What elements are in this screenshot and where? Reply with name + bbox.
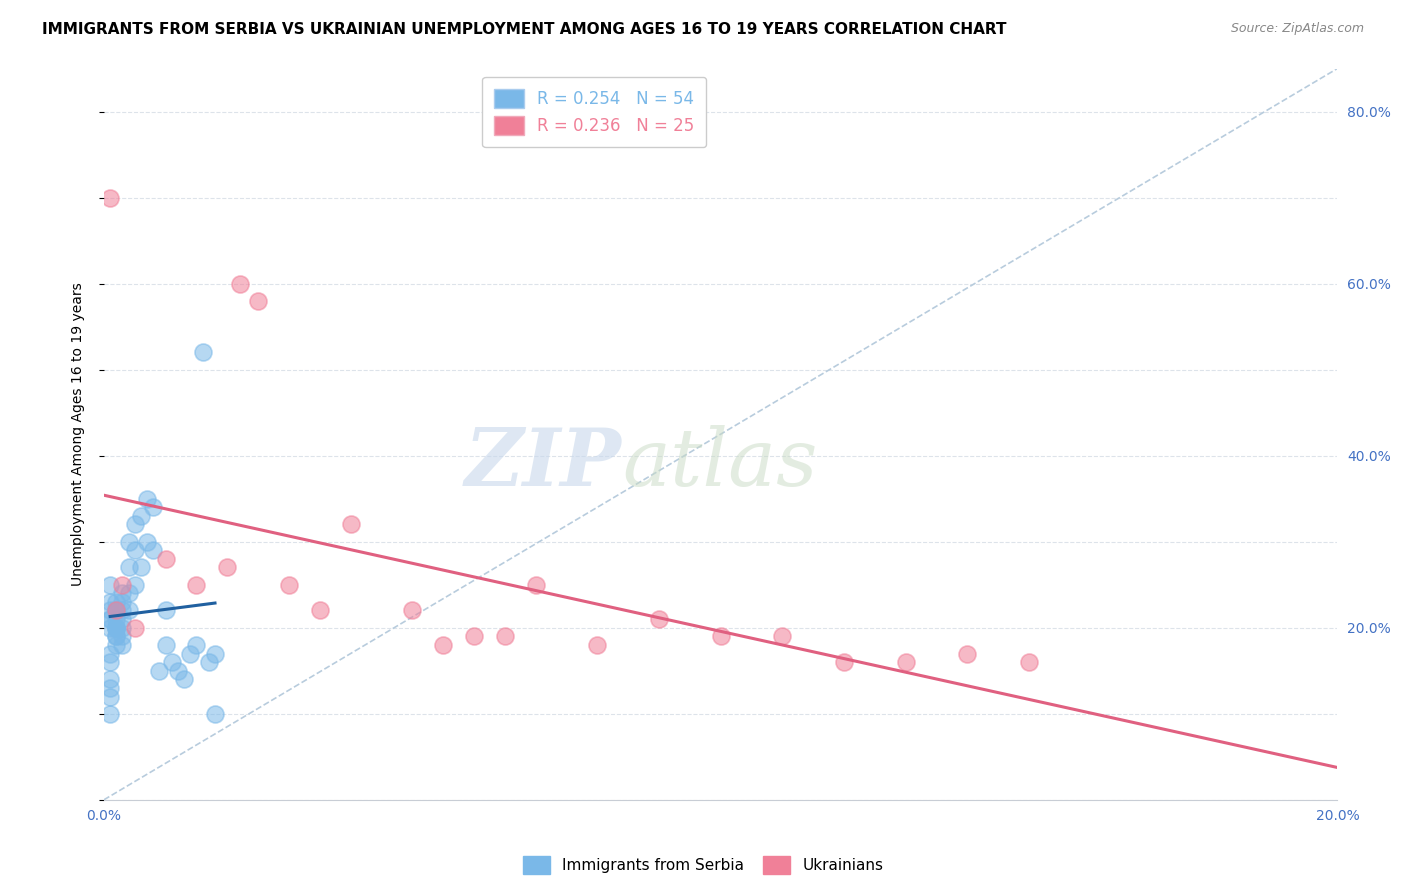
Point [339, 517, 361, 532]
Point [710, 629, 733, 643]
Point [198, 655, 221, 669]
Point [186, 638, 208, 652]
Point [111, 612, 134, 626]
Point [956, 647, 979, 661]
Point [98, 706, 121, 721]
Point [148, 664, 170, 678]
Point [124, 621, 146, 635]
Y-axis label: Unemployment Among Ages 16 to 19 years: Unemployment Among Ages 16 to 19 years [72, 282, 86, 586]
Point [98, 190, 121, 204]
Point [129, 508, 152, 523]
Text: IMMIGRANTS FROM SERBIA VS UKRAINIAN UNEMPLOYMENT AMONG AGES 16 TO 19 YEARS CORRE: IMMIGRANTS FROM SERBIA VS UKRAINIAN UNEM… [42, 22, 1007, 37]
Point [648, 612, 671, 626]
Point [155, 552, 177, 566]
Point [98, 595, 121, 609]
Point [118, 603, 141, 617]
Text: Source: ZipAtlas.com: Source: ZipAtlas.com [1230, 22, 1364, 36]
Point [98, 673, 121, 687]
Point [278, 577, 301, 591]
Text: ZIP: ZIP [465, 425, 621, 502]
Point [770, 629, 793, 643]
Point [1018, 655, 1040, 669]
Point [98, 612, 121, 626]
Point [401, 603, 423, 617]
Point [98, 577, 121, 591]
Point [111, 595, 134, 609]
Point [463, 629, 485, 643]
Point [308, 603, 330, 617]
Legend: R = 0.254   N = 54, R = 0.236   N = 25: R = 0.254 N = 54, R = 0.236 N = 25 [482, 77, 706, 147]
Point [204, 706, 226, 721]
Point [124, 517, 146, 532]
Point [105, 621, 128, 635]
Point [111, 629, 134, 643]
Point [111, 586, 134, 600]
Point [832, 655, 855, 669]
Point [894, 655, 917, 669]
Point [105, 603, 128, 617]
Point [191, 345, 214, 359]
Point [586, 638, 609, 652]
Point [105, 612, 128, 626]
Point [105, 621, 128, 635]
Point [98, 603, 121, 617]
Point [98, 612, 121, 626]
Point [111, 603, 134, 617]
Point [105, 595, 128, 609]
Point [142, 500, 165, 515]
Point [118, 534, 141, 549]
Point [111, 577, 134, 591]
Point [217, 560, 239, 574]
Point [186, 577, 208, 591]
Legend: Immigrants from Serbia, Ukrainians: Immigrants from Serbia, Ukrainians [516, 850, 890, 880]
Point [98, 681, 121, 695]
Point [105, 603, 128, 617]
Point [129, 560, 152, 574]
Point [142, 543, 165, 558]
Point [98, 655, 121, 669]
Point [432, 638, 454, 652]
Point [524, 577, 547, 591]
Point [118, 560, 141, 574]
Point [105, 638, 128, 652]
Point [105, 603, 128, 617]
Point [155, 603, 177, 617]
Point [111, 638, 134, 652]
Point [173, 673, 195, 687]
Point [179, 647, 201, 661]
Point [124, 543, 146, 558]
Point [98, 621, 121, 635]
Point [105, 629, 128, 643]
Point [247, 293, 270, 308]
Point [155, 638, 177, 652]
Point [105, 621, 128, 635]
Point [118, 586, 141, 600]
Point [98, 647, 121, 661]
Point [160, 655, 183, 669]
Point [494, 629, 516, 643]
Point [136, 491, 159, 506]
Text: atlas: atlas [621, 425, 817, 502]
Point [111, 621, 134, 635]
Point [204, 647, 226, 661]
Point [105, 629, 128, 643]
Point [167, 664, 190, 678]
Point [136, 534, 159, 549]
Point [124, 577, 146, 591]
Point [228, 277, 250, 291]
Point [98, 690, 121, 704]
